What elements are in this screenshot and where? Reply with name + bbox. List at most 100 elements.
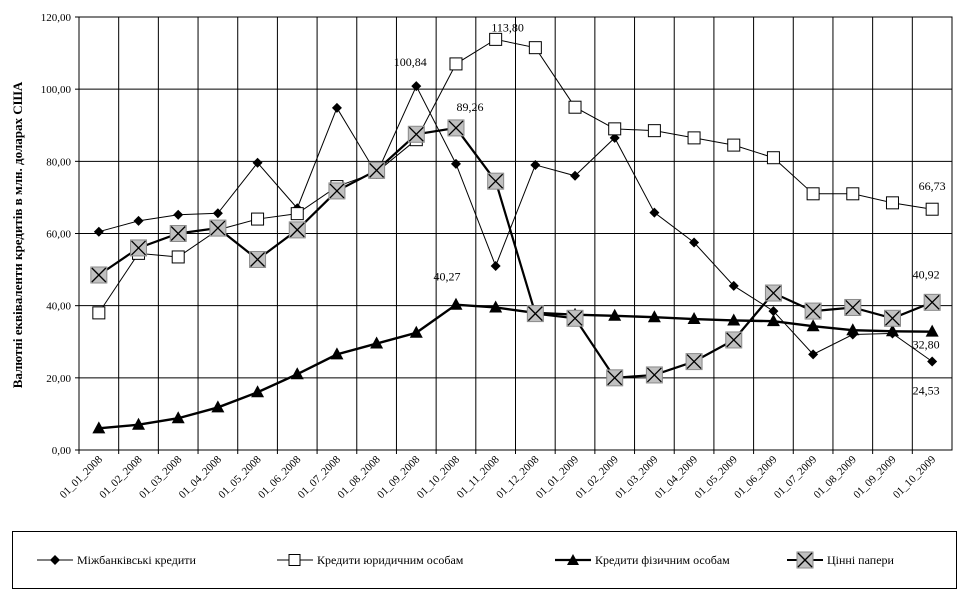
legend-triangle-marker-icon [555,554,591,565]
y-axis: 0,00 20,00 40,00 60,00 80,00 100,00 120,00 [41,12,79,457]
triangle-point [727,313,741,326]
x-square-point [90,266,108,284]
diamond-point [808,349,819,360]
x-square-point [685,353,703,371]
diamond-point [252,157,263,168]
square-point [449,57,463,71]
x-tick-label: 01_10_2009 [891,453,939,501]
triangle-point [251,385,265,398]
legend: Міжбанківські кредити Кредити юридичним … [12,531,957,589]
x-square-point [645,366,663,384]
data-label: 89,26 [456,100,483,114]
square-point [251,212,265,226]
diamond-point [173,209,184,220]
x-square-point [447,119,465,137]
x-square-point [169,225,187,242]
square-point [608,122,622,136]
triangle-point [846,323,860,336]
y-tick-label: 60,00 [46,229,71,241]
data-label: 113,80 [491,20,524,34]
grid-lines [78,16,953,454]
diamond-point [490,260,501,271]
diamond-point [133,215,144,226]
triangle-point [290,367,304,380]
x-square-point [130,239,148,257]
triangle-point [132,417,146,430]
triangle-point [330,347,344,360]
series-1 [93,81,938,367]
legend-square-marker-icon [277,554,313,566]
diamond-point [411,81,422,92]
x-square-point [209,219,227,237]
data-label: 100,84 [394,55,427,69]
y-axis-label: Валютні еквіваленти кредитів в млн. дола… [10,81,25,388]
diamond-point [649,207,660,218]
x-square-point [764,284,782,302]
diamond-point [570,170,581,181]
x-axis: 01_01_200801_02_200801_03_200801_04_2008… [58,453,939,501]
diamond-point [689,237,700,248]
triangle-point [171,411,185,424]
legend-item-interbank: Міжбанківські кредити [35,532,196,588]
x-square-point [487,172,505,190]
y-tick-label: 80,00 [46,156,71,168]
x-square-point [328,182,346,200]
triangle-point [489,300,503,313]
square-point [806,187,820,201]
legend-label: Кредити фізичним особам [595,552,730,567]
x-square-point [566,309,584,327]
square-point [290,207,304,221]
square-point [925,202,939,216]
series-line [98,126,933,379]
legend-label: Кредити юридичним особам [317,552,464,567]
x-square-point [883,309,901,327]
diamond-point [530,159,541,170]
diamond-point [728,280,739,291]
series-4 [90,119,941,387]
triangle-point [92,421,106,434]
square-point [687,131,701,145]
series-layer [90,32,941,434]
diamond-point [609,132,620,143]
x-square-point [368,161,386,179]
y-tick-label: 20,00 [46,373,71,385]
square-point [647,124,661,138]
triangle-point [608,308,622,321]
data-label: 40,92 [913,267,940,281]
triangle-point [211,400,225,413]
series-line [98,84,933,362]
y-tick-label: 0,00 [52,445,72,457]
x-square-point [407,125,425,143]
legend-item-securities: Цінні папери [785,532,894,588]
triangle-point [409,325,423,338]
x-square-point [923,293,941,311]
legend-label: Міжбанківські кредити [77,552,196,567]
diamond-point [212,208,223,219]
data-label: 24,53 [913,383,940,397]
x-square-point [804,302,822,320]
y-tick-label: 40,00 [46,301,71,313]
legend-item-legal-entities: Кредити юридичним особам [275,532,463,588]
legend-item-individuals: Кредити фізичним особам [553,532,730,588]
legend-label: Цінні папери [827,552,894,567]
y-tick-label: 120,00 [41,12,72,24]
triangle-point [647,310,661,323]
diamond-point [450,158,461,169]
triangle-point [806,319,820,332]
series-3 [92,297,939,434]
data-label: 32,80 [913,338,940,352]
triangle-point [885,324,899,337]
square-point [766,151,780,165]
annotation-layer: 100,84 113,80 89,26 40,27 66,73 40,92 32,80 24,… [394,20,946,397]
square-point [489,32,503,46]
triangle-point [370,336,384,349]
y-tick-label: 100,00 [41,84,72,96]
x-square-point [288,221,306,239]
square-point [92,306,106,320]
square-point [568,100,582,114]
series-line [98,38,933,314]
triangle-point [449,297,463,310]
triangle-point [766,314,780,327]
x-square-point [606,369,624,387]
diamond-point [768,306,779,317]
